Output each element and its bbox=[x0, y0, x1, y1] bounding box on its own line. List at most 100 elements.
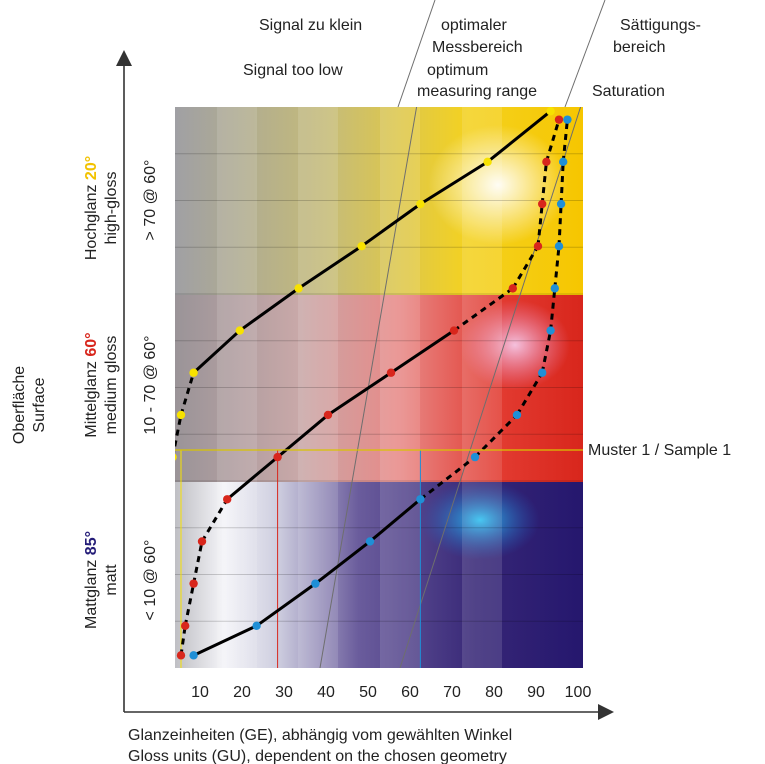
gloss60-point bbox=[189, 579, 198, 588]
sample-label: Muster 1 / Sample 1 bbox=[588, 442, 731, 459]
gloss20-segment bbox=[419, 160, 489, 206]
x-axis-label-en: Gloss units (GU), dependent on the chose… bbox=[128, 748, 507, 764]
x-tick-label: 30 bbox=[275, 684, 293, 701]
gloss60-point bbox=[508, 284, 517, 293]
y-axis-label-de: Oberfläche bbox=[11, 366, 28, 444]
gloss60-segment bbox=[226, 455, 279, 501]
zone-optimum-en-1: optimum bbox=[427, 62, 488, 79]
gloss20-point bbox=[158, 579, 166, 587]
gloss60-segment bbox=[390, 329, 455, 374]
gloss85-segment bbox=[515, 371, 544, 416]
gloss85-point bbox=[554, 241, 564, 251]
gloss60-segment bbox=[540, 161, 548, 205]
gloss85-point bbox=[556, 199, 566, 209]
band-medium-name: Mittelglanz bbox=[83, 357, 100, 438]
band-high-name: Hochglanz bbox=[83, 180, 100, 260]
gloss85-segment bbox=[255, 582, 317, 628]
x-tick-label: 70 bbox=[443, 684, 461, 701]
gloss85-segment bbox=[192, 624, 258, 657]
x-tick-label: 100 bbox=[565, 684, 592, 701]
gloss85-segment bbox=[314, 540, 371, 585]
gloss60-point bbox=[542, 157, 551, 167]
x-tick-label: 80 bbox=[485, 684, 503, 701]
x-tick-label: 90 bbox=[527, 684, 545, 701]
gloss85-point bbox=[550, 284, 559, 293]
gloss20-point bbox=[175, 453, 177, 461]
x-tick-label: 40 bbox=[317, 684, 335, 701]
gloss60-point bbox=[533, 241, 543, 251]
gloss85-segment bbox=[540, 330, 553, 374]
gloss20-segment bbox=[175, 414, 183, 453]
gloss85-segment bbox=[557, 203, 563, 247]
gloss20-segment bbox=[179, 372, 196, 416]
x-axis-label-de: Glanzeinheiten (GE), abhängig vom gewähl… bbox=[128, 727, 512, 744]
x-tick-label: 10 bbox=[191, 684, 209, 701]
gloss20-segment bbox=[297, 244, 363, 290]
gloss20-point bbox=[416, 199, 425, 209]
gloss60-segment bbox=[453, 287, 514, 332]
horizontal-gridlines bbox=[175, 153, 583, 622]
y-axis-label-en: Surface bbox=[31, 377, 48, 432]
zone-boundary-low bbox=[319, 107, 418, 668]
gloss20-point bbox=[189, 368, 198, 377]
band-medium-angle: 60° bbox=[83, 332, 100, 356]
gloss20-segment bbox=[486, 110, 552, 164]
gloss60-point bbox=[181, 621, 190, 631]
gloss85-segment bbox=[559, 161, 565, 205]
x-tick-label: 50 bbox=[359, 684, 377, 701]
band-matt-name: Mattglanz bbox=[83, 555, 100, 629]
gloss20-segment bbox=[238, 287, 300, 332]
gloss60-segment bbox=[183, 583, 196, 627]
grid-stripes bbox=[217, 107, 502, 668]
gloss60-segment bbox=[327, 371, 392, 417]
gloss20-segment bbox=[168, 457, 172, 499]
matt-highlight bbox=[420, 480, 540, 560]
gloss85-point bbox=[311, 579, 320, 588]
band-matt-angle: 85° bbox=[83, 531, 100, 555]
sample-guides bbox=[180, 450, 421, 668]
gloss85-segment bbox=[549, 288, 557, 331]
zone-low-de: Signal zu klein bbox=[259, 17, 362, 34]
gloss60-point bbox=[176, 651, 186, 660]
gloss60-segment bbox=[544, 119, 561, 163]
gloss85-point bbox=[365, 537, 375, 546]
gloss20-segment bbox=[164, 499, 168, 541]
zone-saturation-de-1: Sättigungs- bbox=[620, 17, 701, 34]
series-layer bbox=[156, 107, 572, 660]
gloss20-point bbox=[156, 651, 164, 659]
band-high-title: Hochglanz 20° bbox=[83, 156, 100, 260]
gloss20-point bbox=[294, 284, 303, 293]
gloss60-point bbox=[323, 410, 333, 420]
gloss20-point bbox=[176, 410, 186, 420]
band-medium-range: 10 - 70 @ 60° bbox=[142, 335, 159, 434]
gloss60-point bbox=[386, 368, 396, 377]
zone-optimum-de-2: Messbereich bbox=[432, 39, 523, 56]
x-tick-label: 20 bbox=[233, 684, 251, 701]
gloss60-point bbox=[538, 199, 547, 209]
gloss60-segment bbox=[200, 498, 229, 543]
x-tick-label: 60 bbox=[401, 684, 419, 701]
gloss60-point bbox=[449, 326, 459, 335]
gloss85-segment bbox=[369, 498, 422, 543]
gloss85-point bbox=[546, 326, 555, 335]
gloss20-segment bbox=[160, 584, 162, 626]
zone-low-en: Signal too low bbox=[243, 62, 343, 79]
zone-saturation-de-2: bereich bbox=[613, 39, 665, 56]
zone-boundary-saturation-top bbox=[564, 0, 606, 108]
gloss20-segment bbox=[192, 329, 241, 374]
gloss85-point bbox=[470, 452, 480, 462]
gloss60-segment bbox=[536, 203, 544, 247]
gloss85-point bbox=[559, 157, 568, 167]
gloss85-point bbox=[252, 621, 261, 631]
zone-saturation-en: Saturation bbox=[592, 83, 665, 100]
gloss60-segment bbox=[179, 625, 187, 656]
gloss60-segment bbox=[192, 541, 204, 584]
band-high-range: > 70 @ 60° bbox=[142, 160, 159, 241]
high-gloss-highlight bbox=[428, 125, 568, 245]
x-axis-ticks: 10 20 30 40 50 60 70 80 90 100 bbox=[191, 684, 591, 701]
gloss60-point bbox=[197, 537, 207, 546]
gloss20-point bbox=[235, 326, 244, 335]
band-medium-en: medium gloss bbox=[103, 336, 120, 435]
zone-boundary-saturation bbox=[399, 107, 582, 668]
